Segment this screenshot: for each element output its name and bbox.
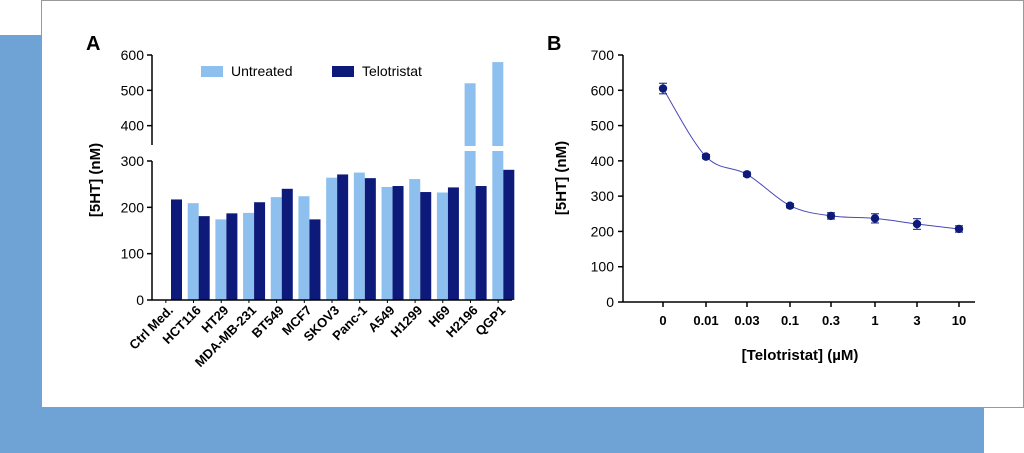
panel-b: B [5HT] (nM) [Telotristat] (µM) 01002003…: [547, 33, 975, 364]
y-tick-label: 400: [591, 153, 615, 169]
x-tick-label: 10: [952, 313, 966, 328]
panel-b-plot: [658, 82, 964, 234]
y-tick-label: 200: [591, 223, 615, 239]
data-point: [701, 152, 711, 161]
bar-telotristat: [392, 186, 404, 300]
panel-a-y-axis-label: [5HT] (nM): [87, 143, 104, 217]
legend-untreated-swatch: [201, 66, 223, 77]
legend-untreated-label: Untreated: [231, 63, 292, 79]
bar-telotristat: [226, 213, 238, 300]
bar-untreated: [243, 212, 255, 300]
y-tick-label: 400: [121, 118, 145, 134]
x-tick-label: H2196: [443, 303, 481, 341]
bar-telotristat: [364, 178, 376, 300]
bar-untreated: [326, 177, 338, 300]
y-tick-label: 300: [121, 153, 145, 169]
data-point: [658, 84, 668, 93]
panel-b-y-axis-label: [5HT] (nM): [553, 141, 570, 215]
bar-untreated-upper: [464, 83, 476, 146]
panel-b-letter: B: [547, 33, 561, 55]
bar-untreated: [353, 172, 365, 300]
data-point: [954, 224, 964, 234]
y-tick-label: 500: [591, 118, 615, 134]
bar-untreated: [187, 203, 199, 300]
bar-untreated: [381, 186, 393, 300]
data-point: [870, 214, 880, 223]
bar-untreated: [215, 219, 227, 300]
bar-untreated: [298, 196, 310, 300]
x-tick-label: 0.03: [734, 313, 759, 328]
bar-untreated-upper: [492, 62, 504, 146]
bar-telotristat: [309, 219, 321, 300]
y-tick-label: 0: [606, 294, 614, 310]
x-tick-label: QGP1: [472, 303, 508, 339]
legend-telotristat-swatch: [332, 66, 354, 77]
bar-untreated: [464, 151, 476, 300]
x-tick-label: BT549: [249, 303, 287, 341]
y-tick-label: 200: [121, 199, 145, 215]
data-point: [826, 211, 836, 221]
x-tick-label: H1299: [388, 303, 426, 341]
bar-untreated: [270, 197, 282, 300]
bar-telotristat: [447, 187, 459, 300]
bar-untreated: [409, 179, 421, 300]
x-tick-label: 0.3: [822, 313, 840, 328]
y-tick-label: 600: [121, 47, 145, 63]
bar-telotristat: [198, 216, 210, 300]
y-tick-label: 600: [591, 82, 615, 98]
panel-b-axes: 0 100 200 300 400 500 600 700 0 0.01 0.03 0.1 0.3 1 3 1…: [591, 47, 975, 328]
data-point: [785, 201, 795, 210]
bar-telotristat: [420, 192, 432, 300]
legend-telotristat-label: Telotristat: [362, 63, 422, 79]
x-tick-label: 0: [659, 313, 666, 328]
panel-b-x-axis-label: [Telotristat] (µM): [742, 347, 859, 364]
panel-a-bars: [171, 62, 515, 300]
data-point: [912, 219, 922, 229]
y-tick-label: 0: [136, 292, 144, 308]
bar-untreated: [436, 192, 448, 300]
x-tick-label: 1: [871, 313, 878, 328]
bar-telotristat: [281, 188, 293, 300]
y-tick-label: 500: [121, 82, 145, 98]
x-tick-label: 3: [913, 313, 920, 328]
bar-telotristat: [254, 202, 266, 300]
x-tick-label: 0.01: [693, 313, 718, 328]
bar-telotristat: [503, 169, 515, 300]
panel-a-letter: A: [86, 33, 100, 55]
y-tick-label: 300: [591, 188, 615, 204]
y-tick-label: 700: [591, 47, 615, 63]
panel-a-legend: Untreated Telotristat: [201, 63, 422, 79]
y-tick-label: 100: [591, 259, 615, 275]
bar-telotristat: [171, 199, 182, 300]
bar-telotristat: [475, 186, 487, 300]
panel-a: A [5HT] (nM) Untreated Telotristat Ctrl …: [86, 33, 515, 370]
data-point: [742, 170, 752, 179]
y-tick-label: 100: [121, 246, 145, 262]
bar-telotristat: [337, 174, 349, 300]
x-tick-label: 0.1: [781, 313, 799, 328]
bar-untreated: [492, 151, 504, 300]
